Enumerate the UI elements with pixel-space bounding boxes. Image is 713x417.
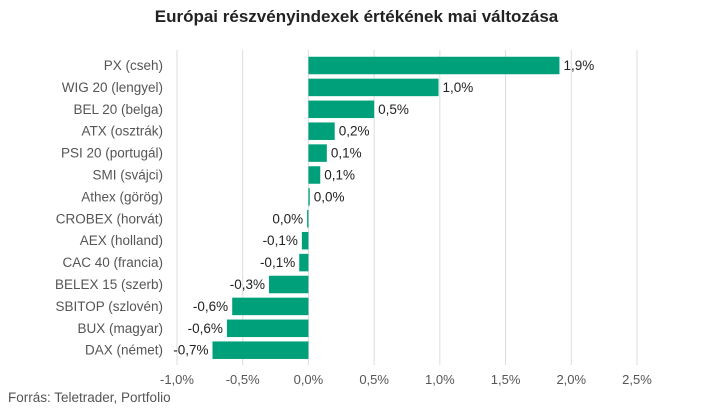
category-label: BUX (magyar) xyxy=(77,321,163,336)
category-label: CROBEX (horvát) xyxy=(56,211,163,226)
bar xyxy=(226,319,309,338)
bar xyxy=(307,210,309,228)
bar xyxy=(308,78,439,97)
x-tick-label: 0,0% xyxy=(294,372,324,387)
bar xyxy=(269,275,309,294)
category-label: SMI (svájci) xyxy=(93,168,164,183)
category-label: Athex (görög) xyxy=(81,189,163,204)
category-label: BEL 20 (belga) xyxy=(73,102,163,117)
category-label: BELEX 15 (szerb) xyxy=(55,277,163,292)
data-label: -0,1% xyxy=(260,255,295,270)
bar xyxy=(308,100,375,119)
bar xyxy=(212,341,309,359)
category-label: PSI 20 (portugál) xyxy=(61,146,163,161)
data-label: 0,1% xyxy=(324,168,355,183)
x-tick-label: -0,5% xyxy=(226,372,260,387)
data-label: -0,7% xyxy=(173,343,208,358)
source-note: Forrás: Teletrader, Portfolio xyxy=(8,390,171,405)
x-tick-label: 2,0% xyxy=(556,372,586,387)
data-label: -0,1% xyxy=(263,233,298,248)
data-label: -0,3% xyxy=(230,277,265,292)
category-label: ATX (osztrák) xyxy=(81,124,163,139)
bar xyxy=(299,253,309,272)
category-label: PX (cseh) xyxy=(104,58,163,73)
data-label: 0,0% xyxy=(314,189,345,204)
data-label: 0,5% xyxy=(378,102,409,117)
x-tick-label: -1,0% xyxy=(160,372,194,387)
data-label: 0,2% xyxy=(339,124,370,139)
chart-title: Európai részvényindexek értékének mai vá… xyxy=(154,7,559,26)
bar xyxy=(308,56,560,75)
bar xyxy=(308,166,321,184)
data-label: -0,6% xyxy=(188,321,223,336)
x-tick-label: 1,5% xyxy=(491,372,521,387)
x-tick-label: 0,5% xyxy=(359,372,389,387)
x-tick-label: 1,0% xyxy=(425,372,455,387)
data-label: -0,6% xyxy=(193,299,228,314)
data-label: 1,0% xyxy=(443,80,474,95)
bar xyxy=(232,297,309,316)
x-tick-label: 2,5% xyxy=(622,372,652,387)
bar xyxy=(301,231,309,250)
category-label: SBITOP (szlovén) xyxy=(55,299,163,314)
bar xyxy=(308,122,335,140)
category-label: DAX (német) xyxy=(85,343,163,358)
category-label: CAC 40 (francia) xyxy=(62,255,163,270)
category-label: WIG 20 (lengyel) xyxy=(62,80,163,95)
data-label: 1,9% xyxy=(563,58,594,73)
category-label: AEX (holland) xyxy=(80,233,163,248)
data-label: 0,0% xyxy=(272,211,303,226)
bar xyxy=(308,188,310,206)
bar xyxy=(308,144,327,162)
data-label: 0,1% xyxy=(331,146,362,161)
